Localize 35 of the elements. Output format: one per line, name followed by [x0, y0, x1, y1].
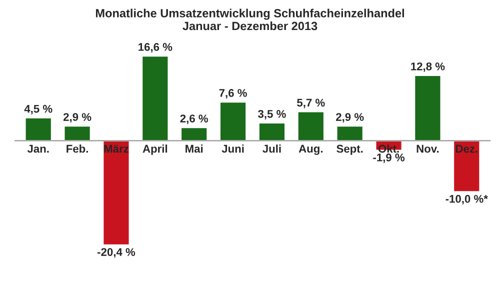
bar	[258, 122, 286, 142]
data-label: 16,6 %	[138, 43, 172, 53]
data-label: -1,9 %	[373, 154, 405, 163]
bar	[180, 126, 208, 142]
bar	[336, 125, 364, 142]
x-tick-label: Juni	[222, 144, 244, 153]
x-tick-label: Dez.	[456, 144, 478, 153]
x-tick-label: Sept.	[336, 144, 363, 155]
data-label: 2,6 %	[180, 114, 208, 124]
bar	[24, 117, 52, 142]
bar	[414, 74, 442, 142]
x-tick-label: März	[104, 144, 128, 153]
bar	[296, 110, 325, 142]
bar	[102, 140, 130, 246]
data-label: 7,6 %	[219, 89, 247, 99]
x-tick-label: April	[142, 144, 168, 155]
data-label: 12,8 %	[411, 62, 445, 72]
x-tick-label: Nov.	[416, 144, 439, 153]
data-label: 2,9 %	[336, 113, 364, 123]
data-label: -10,0 %*	[446, 194, 488, 204]
bar	[452, 140, 481, 193]
data-label: 2,9 %	[63, 113, 92, 123]
bar	[63, 125, 92, 142]
x-tick-label: Jan.	[27, 144, 49, 153]
chart-title: Monatliche Umsatzentwicklung Schuhfacheinzelhandel Januar - Dezember 2013	[96, 8, 404, 30]
x-tick-label: Feb.	[66, 144, 88, 153]
x-tick-label: Aug.	[298, 144, 322, 155]
bar	[219, 101, 247, 142]
data-label: 5,7 %	[297, 98, 325, 108]
x-tick-label: Mai	[186, 144, 203, 153]
bar	[141, 55, 170, 142]
x-tick-label: Juli	[262, 144, 281, 153]
data-label: -20,4 %	[98, 248, 136, 258]
data-label: 3,5 %	[258, 110, 286, 120]
data-label: 4,5 %	[24, 104, 52, 114]
